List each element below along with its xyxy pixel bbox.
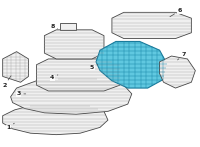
Text: 6: 6 [170, 8, 182, 17]
Polygon shape [96, 41, 168, 88]
Polygon shape [112, 12, 191, 39]
Polygon shape [3, 52, 29, 82]
Text: 8: 8 [50, 24, 58, 29]
Polygon shape [44, 30, 104, 59]
Polygon shape [36, 59, 120, 91]
Polygon shape [160, 56, 195, 88]
Polygon shape [3, 103, 108, 135]
Text: 2: 2 [2, 76, 11, 88]
Text: 4: 4 [50, 75, 58, 80]
Text: 7: 7 [178, 52, 186, 60]
Polygon shape [11, 78, 132, 114]
Text: 1: 1 [6, 123, 14, 130]
Text: 3: 3 [16, 91, 26, 96]
Text: 5: 5 [90, 65, 98, 70]
Polygon shape [60, 22, 76, 30]
